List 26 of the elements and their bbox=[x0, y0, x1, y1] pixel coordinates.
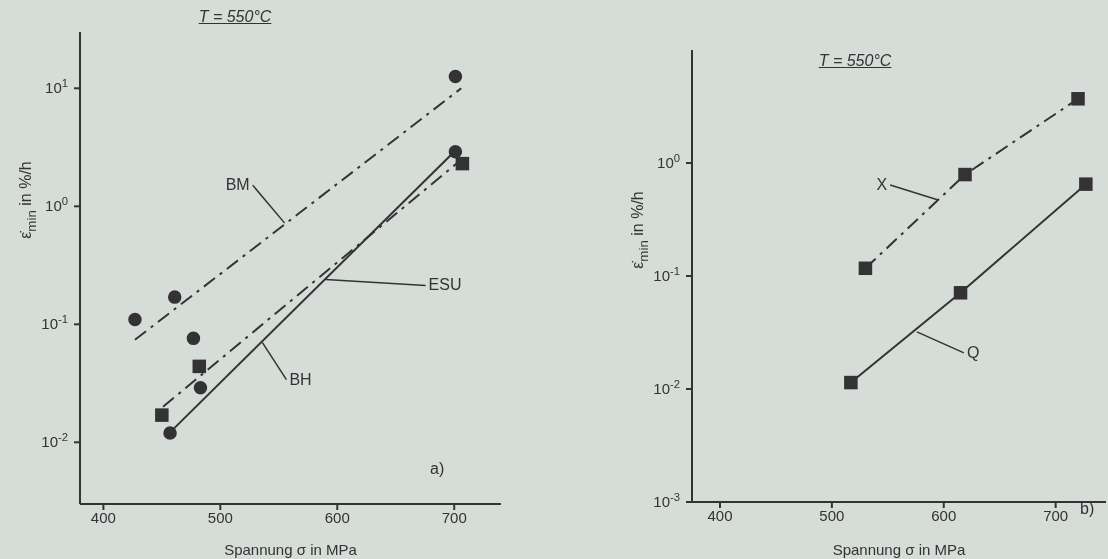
y-tick-label: 10$^{-3}$ bbox=[653, 491, 680, 510]
x-tick-label: 500 bbox=[207, 508, 233, 526]
y-tick-label: 10$^{0}$ bbox=[45, 195, 68, 215]
annotation: BM bbox=[225, 176, 250, 194]
x-tick-label: 400 bbox=[90, 508, 116, 526]
x-tick-label: 600 bbox=[931, 506, 957, 524]
y-tick-label: 10$^{-1}$ bbox=[41, 313, 68, 333]
x-axis-title: Spannung σ in MPa bbox=[224, 541, 358, 558]
x-tick-label: 400 bbox=[707, 506, 733, 524]
x-axis-title: Spannung σ in MPa bbox=[832, 541, 966, 558]
x-tick-label: 700 bbox=[1043, 506, 1069, 524]
y-tick-label: 10$^{-2}$ bbox=[653, 378, 680, 397]
y-tick-label: 10$^{-1}$ bbox=[653, 265, 680, 284]
y-tick-label: 10$^{0}$ bbox=[657, 152, 680, 171]
y-tick-label: 10$^{-2}$ bbox=[41, 431, 68, 451]
x-tick-label: 600 bbox=[324, 508, 350, 526]
annotation: ESU bbox=[428, 276, 462, 294]
y-tick-label: 10$^{1}$ bbox=[45, 77, 68, 97]
annotation: Q bbox=[966, 343, 980, 361]
annotation: BH bbox=[289, 370, 312, 388]
x-tick-label: 700 bbox=[441, 508, 467, 526]
annotation: a) bbox=[430, 460, 445, 478]
x-tick-label: 500 bbox=[819, 506, 845, 524]
chart-title: T = 550°C bbox=[198, 8, 272, 26]
annotation: X bbox=[876, 176, 888, 194]
chart-title: T = 550°C bbox=[818, 52, 892, 70]
